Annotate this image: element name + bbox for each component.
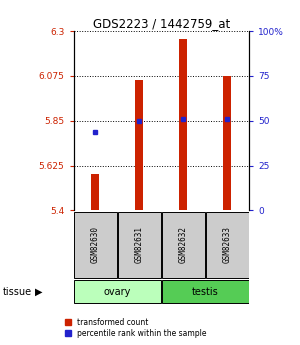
- Bar: [118, 212, 161, 278]
- Text: GSM82630: GSM82630: [91, 226, 100, 264]
- Text: ovary: ovary: [104, 287, 131, 296]
- Bar: [162, 212, 205, 278]
- Text: GSM82631: GSM82631: [135, 226, 144, 264]
- Bar: [162, 280, 249, 303]
- Bar: [135, 80, 143, 210]
- Bar: [223, 76, 231, 210]
- Title: GDS2223 / 1442759_at: GDS2223 / 1442759_at: [93, 17, 230, 30]
- Bar: [179, 39, 187, 210]
- Legend: transformed count, percentile rank within the sample: transformed count, percentile rank withi…: [62, 315, 209, 341]
- Text: GSM82632: GSM82632: [179, 226, 188, 264]
- Bar: [92, 174, 99, 210]
- Bar: [74, 280, 161, 303]
- Text: tissue: tissue: [3, 287, 32, 296]
- Text: GSM82633: GSM82633: [223, 226, 232, 264]
- Bar: [74, 212, 117, 278]
- Bar: [206, 212, 249, 278]
- Text: testis: testis: [192, 287, 218, 296]
- Text: ▶: ▶: [34, 287, 42, 296]
